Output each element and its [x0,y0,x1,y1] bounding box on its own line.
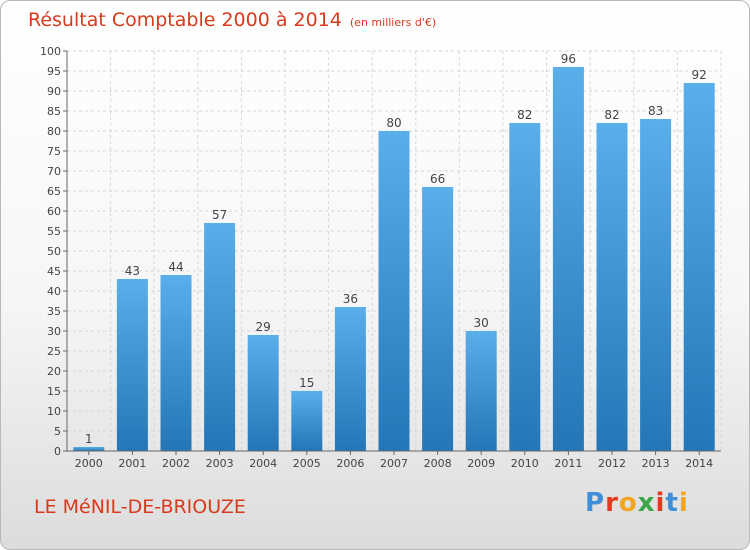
logo-letter: x [637,488,656,518]
data-label-2011: 96 [561,52,576,66]
y-tick-label: 25 [47,345,61,358]
data-label-2007: 80 [386,116,401,130]
logo-letter: P [585,488,606,518]
chart-title-text: Résultat Comptable 2000 à 2014 [28,9,342,31]
data-label-2002: 44 [168,260,183,274]
x-tick-label: 2012 [598,457,626,470]
y-tick-label: 35 [47,305,61,318]
data-label-2010: 82 [517,108,532,122]
bar-2011 [552,67,584,451]
y-tick-label: 5 [54,425,61,438]
y-tick-label: 50 [47,245,61,258]
x-tick-label: 2006 [336,457,364,470]
y-tick-label: 40 [47,285,61,298]
x-tick-label: 2011 [554,457,582,470]
x-tick-label: 2001 [118,457,146,470]
data-label-2014: 92 [692,68,707,82]
bar-2008 [422,187,454,451]
chart-title: Résultat Comptable 2000 à 2014 (en millie… [28,9,436,31]
y-tick-label: 85 [47,105,61,118]
x-tick-label: 2008 [424,457,452,470]
y-tick-label: 75 [47,145,61,158]
data-label-2012: 82 [604,108,619,122]
logo-letter: i [655,488,666,518]
data-label-2005: 15 [299,376,314,390]
x-axis: 2000 2001 2002 2003 2004 2005 2006 2007 2008 2009… [67,450,721,470]
bar-2000 [73,447,105,451]
logo-letter: i [678,488,689,518]
y-tick-label: 55 [47,225,61,238]
bar-2010 [509,123,541,451]
data-label-2009: 30 [474,316,489,330]
bar-2013 [640,119,672,451]
y-tick-label: 10 [47,405,61,418]
data-label-2008: 66 [430,172,445,186]
data-label-2003: 57 [212,208,227,222]
data-label-2013: 83 [648,104,663,118]
x-tick-label: 2013 [642,457,670,470]
y-tick-label: 20 [47,365,61,378]
y-tick-label: 30 [47,325,61,338]
y-tick-label: 95 [47,65,61,78]
y-axis: 0 5 10 15 20 25 30 35 40 45 50 55 60 65 70 75 80 85 90 95 10… [40,45,68,458]
logo-letter: o [618,488,638,518]
x-tick-label: 2009 [467,457,495,470]
bar-2006 [334,307,366,451]
x-tick-label: 2007 [380,457,408,470]
x-tick-label: 2004 [249,457,277,470]
bar-2005 [291,391,323,451]
bars: 1 43 44 57 29 15 36 80 66 30 82 96 82 83 92 [73,52,715,451]
y-tick-label: 80 [47,125,61,138]
bar-2001 [116,279,148,451]
data-label-2004: 29 [256,320,271,334]
y-tick-label: 70 [47,165,61,178]
bar-2014 [683,83,715,451]
y-tick-label: 15 [47,385,61,398]
data-label-2000: 1 [85,432,93,446]
x-tick-label: 2002 [162,457,190,470]
chart-unit-label: (en milliers d'€) [349,16,437,29]
bar-2003 [204,223,236,451]
logo-letter: t [665,488,679,518]
y-tick-label: 65 [47,185,61,198]
bar-2002 [160,275,192,451]
y-tick-label: 45 [47,265,61,278]
x-tick-label: 2005 [293,457,321,470]
logo-letter: r [605,488,619,518]
data-label-2001: 43 [125,264,140,278]
proxiti-logo: Proxiti [585,488,689,518]
data-label-2006: 36 [343,292,358,306]
bar-2004 [247,335,279,451]
bar-2009 [465,331,497,451]
y-tick-label: 60 [47,205,61,218]
x-tick-label: 2000 [75,457,103,470]
x-tick-label: 2003 [206,457,234,470]
x-tick-label: 2010 [511,457,539,470]
y-tick-label: 90 [47,85,61,98]
y-tick-label: 0 [54,445,61,458]
commune-name: LE MéNIL-DE-BRIOUZE [34,496,246,518]
bar-2007 [378,131,410,451]
y-tick-label: 100 [40,45,61,58]
bar-2012 [596,123,628,451]
x-tick-label: 2014 [685,457,713,470]
